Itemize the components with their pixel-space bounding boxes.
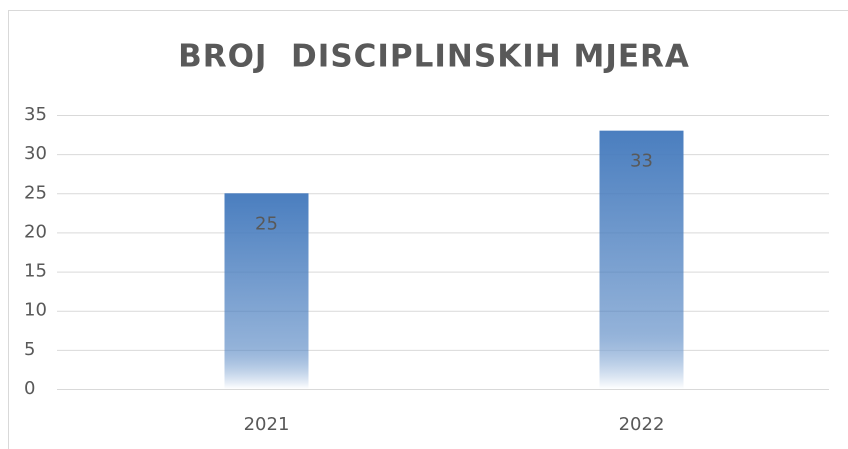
- y-tick-label: 0: [24, 378, 35, 399]
- y-tick-label: 10: [24, 300, 47, 321]
- x-tick-label: 2022: [619, 414, 665, 435]
- y-tick-label: 15: [24, 261, 47, 282]
- bar: [599, 130, 684, 389]
- y-tick-label: 35: [24, 104, 47, 125]
- y-tick-label: 30: [24, 143, 47, 164]
- chart-title: BROJ DISCIPLINSKIH MJERA: [178, 39, 690, 75]
- y-tick-label: 5: [24, 339, 35, 360]
- x-tick-label: 2021: [244, 414, 290, 435]
- y-tick-label: 20: [24, 221, 47, 242]
- chart-frame: [8, 10, 848, 449]
- y-tick-label: 25: [24, 182, 47, 203]
- bar: [224, 193, 309, 389]
- data-label: 33: [630, 151, 653, 172]
- data-label: 25: [255, 213, 278, 234]
